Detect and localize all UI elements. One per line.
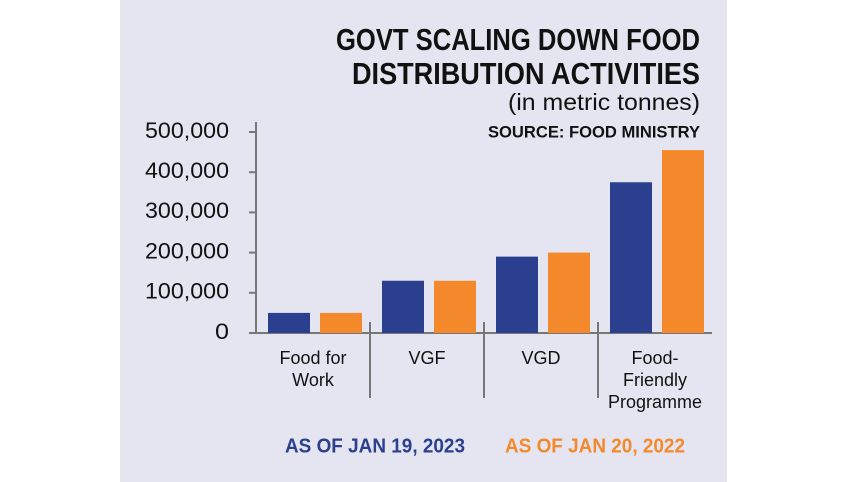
y-tick-label: 500,000: [145, 118, 229, 143]
chart-title: GOVT SCALING DOWN FOOD: [336, 22, 700, 57]
x-tick-label: VGD: [521, 348, 560, 368]
bar: [548, 252, 590, 333]
x-tick-label: VGF: [408, 348, 445, 368]
x-tick-label: Programme: [608, 392, 702, 412]
legend-label: AS OF JAN 20, 2022: [505, 435, 685, 457]
x-tick-label: Food-: [631, 348, 678, 368]
bar: [496, 256, 538, 333]
x-tick-label: Work: [292, 370, 335, 390]
chart-source: SOURCE: FOOD MINISTRY: [488, 122, 701, 141]
legend-label: AS OF JAN 19, 2023: [285, 435, 465, 457]
chart-subtitle: (in metric tonnes): [508, 89, 700, 115]
chart-title: DISTRIBUTION ACTIVITIES: [352, 56, 700, 91]
y-tick-label: 300,000: [145, 198, 229, 223]
bar: [610, 182, 652, 333]
bar: [382, 280, 424, 333]
bar: [268, 312, 310, 333]
y-tick-label: 100,000: [145, 279, 229, 304]
y-tick-label: 0: [215, 319, 229, 344]
y-tick-label: 400,000: [145, 158, 229, 183]
bar: [434, 280, 476, 333]
bar: [320, 312, 362, 333]
x-tick-label: Food for: [279, 348, 346, 368]
x-tick-label: Friendly: [623, 370, 687, 390]
y-tick-label: 200,000: [145, 238, 229, 263]
bar: [662, 150, 704, 333]
